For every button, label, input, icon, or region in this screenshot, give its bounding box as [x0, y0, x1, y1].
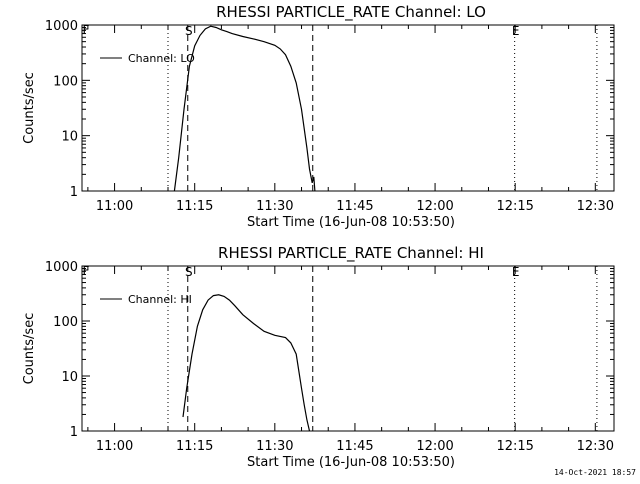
y-tick-label: 100: [53, 74, 78, 89]
y-tick-label: 1: [70, 185, 78, 200]
x-tick-label: 12:00: [416, 199, 453, 214]
chart-panel-2: RHESSI PARTICLE_RATE Channel: HI 1 10 100 10…: [22, 244, 615, 470]
y-axis-label: Counts/sec: [22, 313, 37, 385]
chart-panel-1: RHESSI PARTICLE_RATE Channel: LO 1 10 100 10…: [22, 3, 615, 230]
y-tick-label: 10: [61, 370, 78, 385]
x-tick-label: 11:00: [96, 439, 133, 454]
y-tick-label: 100: [53, 315, 78, 330]
chart-title: RHESSI PARTICLE_RATE Channel: HI: [218, 244, 484, 263]
y-tick-label: 10: [61, 130, 78, 145]
x-tick-label: 11:00: [96, 199, 133, 214]
x-tick-label: 12:30: [577, 199, 614, 214]
x-tick-label: 11:30: [256, 199, 293, 214]
footer-timestamp: 14-Oct-2021 18:57: [554, 468, 636, 477]
x-tick-label: 12:15: [496, 439, 533, 454]
legend-label: Channel: HI: [128, 293, 192, 306]
plot-frame: [81, 265, 615, 432]
marker-label: E: [512, 265, 520, 279]
corner-flag-label: F: [83, 23, 90, 37]
marker-label: S: [185, 24, 193, 38]
plot-frame: [81, 24, 615, 192]
series-line: [173, 25, 316, 192]
x-tick-label: 11:30: [256, 439, 293, 454]
series-line: [182, 294, 311, 432]
corner-flag-label: F: [83, 264, 90, 278]
x-tick-label: 11:45: [336, 439, 373, 454]
legend-label: Channel: LO: [128, 52, 195, 65]
y-tick-label: 1000: [45, 19, 78, 34]
x-tick-label: 12:15: [496, 199, 533, 214]
x-axis-label: Start Time (16-Jun-08 10:53:50): [247, 215, 455, 230]
x-tick-label: 11:45: [336, 199, 373, 214]
y-tick-label: 1000: [45, 260, 78, 275]
marker-label: S: [185, 265, 193, 279]
y-axis-label: Counts/sec: [22, 72, 37, 144]
x-tick-label: 11:15: [176, 439, 213, 454]
x-tick-label: 12:30: [577, 439, 614, 454]
x-tick-label: 12:00: [416, 439, 453, 454]
x-axis-label: Start Time (16-Jun-08 10:53:50): [247, 455, 455, 470]
y-tick-label: 1: [70, 425, 78, 440]
marker-label: E: [512, 24, 520, 38]
x-tick-label: 11:15: [176, 199, 213, 214]
chart-title: RHESSI PARTICLE_RATE Channel: LO: [216, 3, 486, 22]
